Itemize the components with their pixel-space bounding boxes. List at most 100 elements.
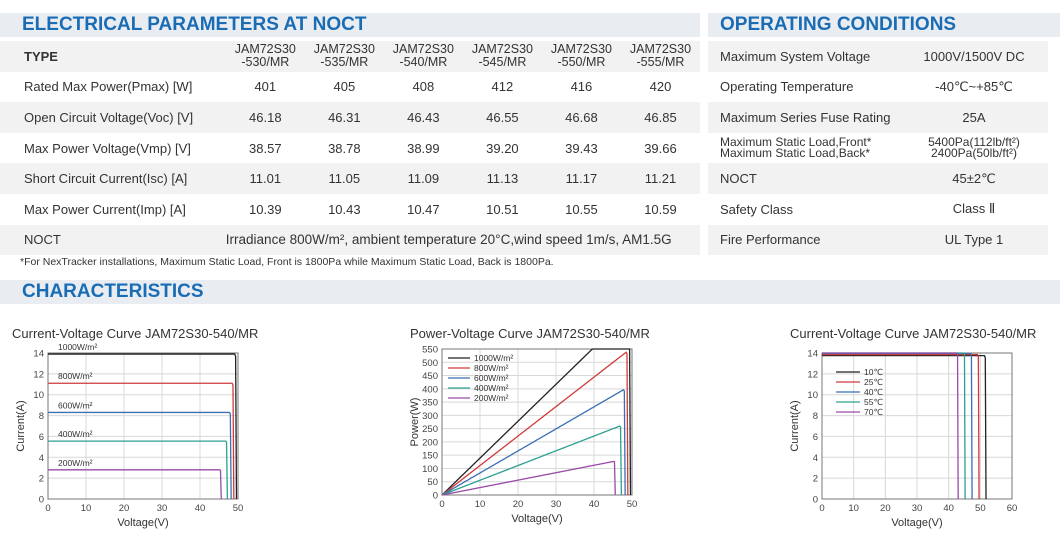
electrical-header: ELECTRICAL PARAMETERS AT NOCT	[0, 13, 700, 37]
series-line-2	[441, 351, 629, 496]
plot-frame	[441, 348, 633, 496]
cell: 10.47	[407, 201, 440, 217]
x-axis-label: Voltage(V)	[891, 517, 942, 529]
cell: 1000V/1500V DC	[900, 41, 1048, 72]
table-row: NOCT 45±2℃	[708, 163, 1048, 194]
chart-title-iv-irradiance: Current-Voltage Curve JAM72S30-540/MR	[12, 326, 259, 341]
row-label: Max Power Current(Imp) [A]	[24, 201, 186, 217]
row-label: Open Circuit Voltage(Voc) [V]	[0, 102, 226, 133]
row-label: Maximum System Voltage	[708, 41, 900, 72]
series-line-2	[48, 382, 235, 500]
cell: 46.85	[620, 102, 700, 133]
cell: 46.43	[383, 102, 463, 133]
legend-label: 25℃	[864, 377, 883, 387]
x-tick-label: 0	[819, 503, 824, 514]
cell: 10.51	[486, 201, 519, 217]
table-row: Max Power Voltage(Vmp) [V] 38.57 38.78 3…	[0, 133, 700, 164]
y-tick-label: 550	[422, 345, 438, 356]
table-row-noct: NOCT Irradiance 800W/m², ambient tempera…	[0, 224, 700, 256]
cell: 10.55	[565, 201, 598, 217]
row-label: Rated Max Power(Pmax) [W]	[24, 79, 193, 95]
x-tick-label: 20	[513, 499, 524, 510]
y-tick-label: 300	[422, 411, 438, 422]
y-tick-label: 200	[422, 437, 438, 448]
legend-label: 10℃	[864, 367, 883, 377]
legend-label: 200W/m²	[474, 393, 509, 403]
x-axis-label: Voltage(V)	[117, 517, 168, 529]
cell: 45±2℃	[900, 163, 1048, 194]
table-row: Short Circuit Current(Isc) [A] 11.01 11.…	[0, 163, 700, 194]
x-tick-label: 50	[975, 503, 986, 514]
noct-conditions: Irradiance 800W/m², ambient temperature …	[225, 224, 700, 256]
series-line-1	[48, 353, 238, 500]
x-tick-label: 30	[551, 499, 562, 510]
row-label: Maximum Series Fuse Rating	[708, 102, 900, 133]
type-label: TYPE	[0, 41, 226, 72]
cell: 39.43	[565, 140, 598, 156]
cell: 11.09	[383, 163, 463, 194]
cell: 46.18	[225, 102, 305, 133]
cell: 38.78	[328, 140, 361, 156]
table-row: Operating Temperature -40℃~+85℃	[708, 72, 1048, 103]
row-label: Short Circuit Current(Isc) [A]	[0, 163, 226, 194]
chart-title-pv: Power-Voltage Curve JAM72S30-540/MR	[410, 326, 650, 341]
cell: 46.55	[462, 102, 542, 133]
operating-table: Maximum System Voltage 1000V/1500V DC Ope…	[708, 41, 1048, 256]
cell: 38.57	[249, 140, 282, 156]
y-tick-label: 4	[39, 453, 44, 464]
series-line-1	[441, 348, 632, 496]
series-line-4	[441, 425, 623, 496]
model-cell: JAM72S30 -540/MR	[383, 41, 463, 72]
y-tick-label: 14	[33, 349, 44, 360]
row-label: Maximum Static Load,Front* Maximum Static…	[720, 135, 872, 161]
cell: 11.21	[620, 163, 700, 194]
model-cell: JAM72S30 -530/MR	[225, 41, 305, 72]
series-line-5	[822, 352, 959, 500]
x-tick-label: 40	[943, 503, 954, 514]
y-tick-label: 12	[807, 369, 818, 380]
series-line-4	[48, 440, 229, 500]
x-tick-label: 0	[45, 503, 50, 514]
series-line-3	[441, 388, 626, 496]
y-tick-label: 4	[813, 453, 818, 464]
characteristics-header: CHARACTERISTICS	[0, 280, 1060, 304]
row-label: Fire Performance	[708, 224, 900, 256]
model-cell: JAM72S30 -555/MR	[620, 41, 700, 72]
cell: 25A	[900, 102, 1048, 133]
x-tick-label: 50	[627, 499, 638, 510]
cell: UL Type 1	[900, 224, 1048, 256]
cell: 401	[254, 79, 277, 95]
legend-label: 400W/m²	[58, 429, 93, 439]
cell: 46.31	[304, 102, 384, 133]
table-row: Open Circuit Voltage(Voc) [V] 46.18 46.3…	[0, 102, 700, 133]
table-row: Safety Class Class Ⅱ	[708, 194, 1048, 225]
x-tick-label: 20	[119, 503, 130, 514]
x-tick-label: 50	[233, 503, 244, 514]
table-row-type: TYPE JAM72S30 -530/MR JAM72S30 -535/MR JAM…	[0, 41, 700, 72]
operating-header: OPERATING CONDITIONS	[708, 13, 1060, 37]
legend-label: 800W/m²	[474, 363, 509, 373]
iv-curve-chart: 0 2 4 6 8 10 12 14 0 10 20 30 40 50 Voltage(V) Current(…	[15, 342, 244, 529]
table-row: Maximum Static Load,Front* Maximum Static…	[708, 133, 1048, 164]
x-tick-label: 10	[475, 499, 486, 510]
x-tick-label: 0	[439, 499, 444, 510]
model-cell: JAM72S30 -550/MR	[541, 41, 621, 72]
table-row: Max Power Current(Imp) [A] 10.39 10.43 1…	[0, 194, 700, 225]
y-tick-label: 0	[39, 495, 44, 506]
legend-label: 70℃	[864, 407, 883, 417]
series-line-5	[48, 469, 222, 500]
x-tick-label: 40	[195, 503, 206, 514]
y-tick-label: 150	[422, 451, 438, 462]
y-tick-label: 6	[39, 432, 44, 443]
y-tick-label: 14	[807, 349, 818, 360]
series-line-2	[822, 353, 980, 500]
cell: 39.20	[486, 140, 519, 156]
row-label: Max Power Voltage(Vmp) [V]	[24, 140, 191, 156]
series-line-5	[441, 460, 616, 496]
legend-label: 40℃	[864, 387, 883, 397]
row-label: NOCT	[708, 163, 900, 194]
y-tick-label: 500	[422, 358, 438, 369]
cell: 11.05	[304, 163, 384, 194]
cell: 420	[649, 79, 672, 95]
